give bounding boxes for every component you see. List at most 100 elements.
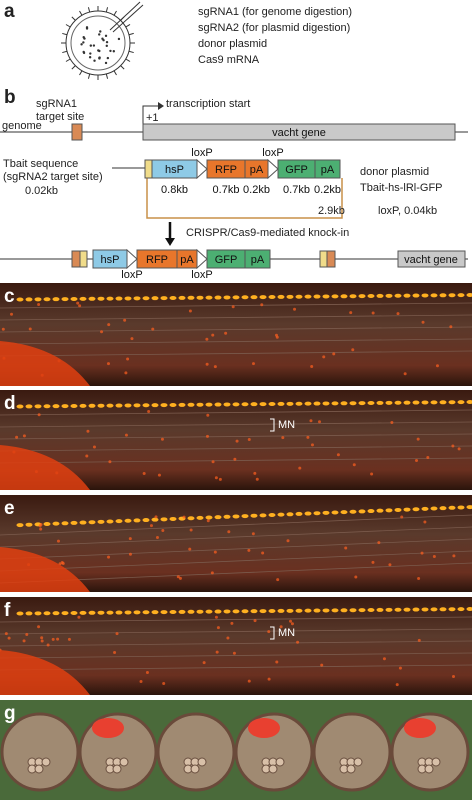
neuron — [197, 516, 204, 520]
neuron — [224, 609, 231, 613]
neuron — [251, 514, 258, 518]
signal — [276, 578, 279, 581]
signal — [281, 436, 284, 439]
signal — [233, 458, 236, 461]
neuron — [368, 401, 375, 405]
spike — [66, 59, 70, 62]
size-label: 0.7kb — [283, 184, 310, 196]
neuron — [305, 512, 312, 516]
neuron — [386, 401, 393, 405]
signal — [451, 445, 454, 448]
neuron — [197, 610, 204, 614]
spike — [72, 66, 76, 70]
signal — [261, 551, 264, 554]
signal — [286, 539, 289, 542]
loxp-label: loxP — [191, 269, 212, 281]
signal — [452, 675, 455, 678]
neuron — [107, 611, 114, 615]
neuron — [80, 297, 87, 301]
embryo — [42, 758, 50, 766]
loxp — [197, 160, 207, 178]
neuron — [404, 508, 411, 512]
signal — [349, 311, 352, 314]
spike — [114, 11, 116, 15]
signal — [452, 554, 455, 557]
panel-label: f — [4, 600, 11, 621]
signal — [227, 530, 230, 533]
neuron — [170, 296, 177, 300]
signal — [113, 651, 116, 654]
neuron — [458, 505, 465, 509]
signal — [253, 472, 256, 475]
signal — [344, 546, 347, 549]
neuron — [242, 402, 249, 406]
neuron — [125, 519, 132, 523]
neuron — [368, 294, 375, 298]
signal — [230, 622, 233, 625]
neuron — [233, 514, 240, 518]
neuron — [80, 611, 87, 615]
neuron — [134, 610, 141, 614]
label: genome — [2, 120, 42, 132]
spike — [121, 17, 125, 21]
neuron — [179, 610, 186, 614]
neuron — [152, 403, 159, 407]
signal — [161, 438, 164, 441]
cell — [89, 52, 91, 54]
neuron — [233, 295, 240, 299]
neuron — [206, 516, 213, 520]
neuron — [215, 610, 222, 614]
signal — [458, 447, 461, 450]
neuron — [458, 400, 465, 404]
cell — [107, 57, 109, 59]
size-label: 0.8kb — [161, 184, 188, 196]
neuron — [251, 609, 258, 613]
label: CRISPR/Cas9-mediated knock-in — [186, 227, 349, 239]
signal — [388, 563, 391, 566]
neuron — [350, 608, 357, 612]
signal — [276, 336, 279, 339]
neuron — [332, 608, 339, 612]
size-label: 0.2kb — [314, 184, 341, 196]
neuron — [404, 608, 411, 612]
neuron — [269, 513, 276, 517]
neuron — [188, 516, 195, 520]
neuron — [71, 297, 78, 301]
neuron — [206, 403, 213, 407]
signal — [162, 682, 165, 685]
neuron — [116, 404, 123, 408]
signal — [252, 362, 255, 365]
neuron — [143, 296, 150, 300]
signal — [41, 639, 44, 642]
signal — [85, 455, 88, 458]
neuron — [431, 400, 438, 404]
annotation: MN — [278, 419, 295, 431]
spike — [126, 24, 130, 27]
embryo — [191, 765, 199, 773]
signal — [86, 430, 89, 433]
spike — [106, 74, 107, 79]
neuron — [296, 512, 303, 516]
neuron — [251, 295, 258, 299]
signal — [214, 365, 217, 368]
neuron — [359, 294, 366, 298]
signal — [93, 445, 96, 448]
signal — [337, 453, 340, 456]
neuron — [332, 510, 339, 514]
neuron — [17, 298, 24, 302]
embryo — [120, 758, 128, 766]
signal — [226, 637, 229, 640]
signal — [232, 305, 235, 308]
neuron — [449, 400, 456, 404]
neuron — [260, 609, 267, 613]
reagent: Cas9 mRNA — [198, 54, 260, 66]
neuron — [17, 523, 24, 527]
cell — [90, 44, 92, 46]
cell — [82, 41, 84, 43]
neuron — [449, 293, 456, 297]
signal — [40, 636, 43, 639]
signal — [236, 440, 239, 443]
neuron — [305, 609, 312, 613]
cassette: hsP0.8kbRFP0.7kbpA0.2kbGFP0.7kbpA0.2kblo… — [152, 147, 341, 196]
signal — [23, 434, 26, 437]
